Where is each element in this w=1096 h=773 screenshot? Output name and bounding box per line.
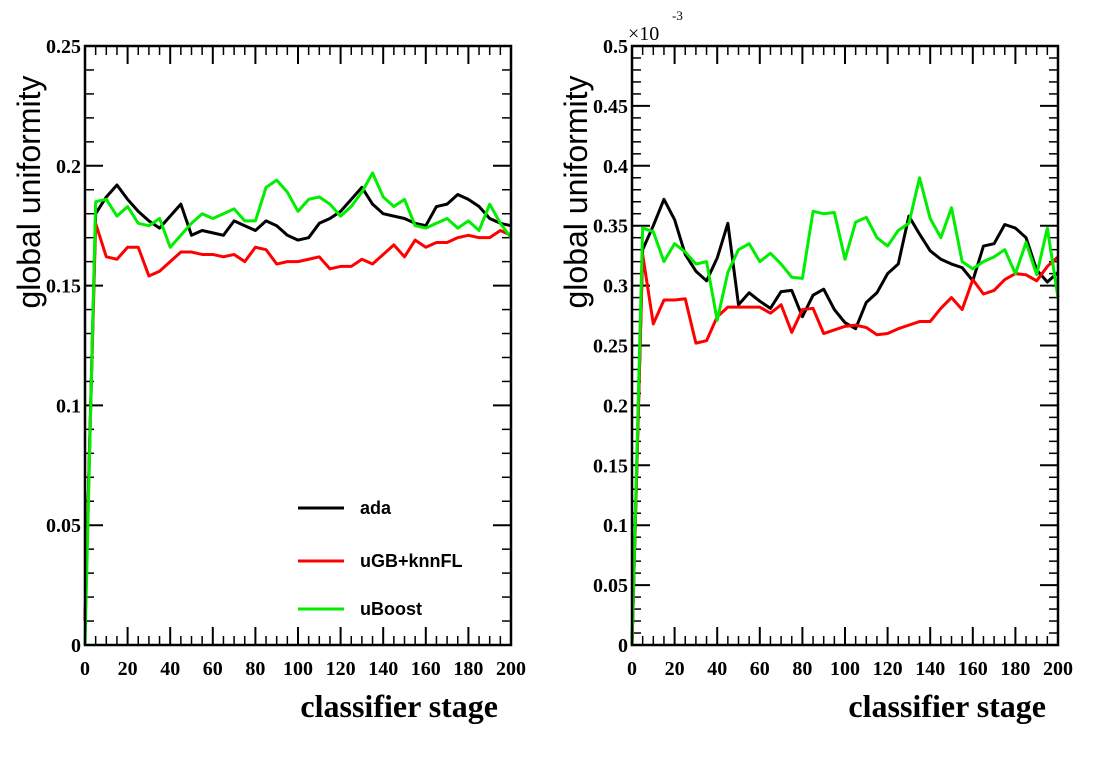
left-series-line-ada (83, 183, 512, 622)
x-tick-label: 160 (411, 658, 441, 680)
right-axis-ticks: 0 20 40 60 80 100 120 140 160 180 200 0 0.05 0.1 0.15 0… (593, 36, 1073, 680)
y-tick-label: 0.05 (593, 575, 628, 597)
y-tick-label: 0.35 (593, 216, 628, 238)
y-tick-label: 0.4 (603, 156, 628, 178)
left-x-axis-title: classifier stage (300, 688, 498, 724)
y-tick-label: 0.2 (603, 395, 628, 417)
y-tick-label: 0.05 (46, 515, 81, 537)
y-tick-label: 0 (71, 635, 81, 657)
x-tick-label: 140 (915, 658, 945, 680)
x-tick-label: 200 (496, 658, 526, 680)
x-tick-label: 140 (368, 658, 398, 680)
x-tick-label: 100 (283, 658, 313, 680)
legend-entry-ugb-knnfl: uGB+knnFL (298, 551, 463, 571)
x-tick-label: 80 (245, 658, 265, 680)
y-tick-label: 0.25 (593, 336, 628, 358)
x-tick-label: 120 (326, 658, 356, 680)
left-plot-frame (83, 44, 513, 647)
right-series-line-uboost (630, 176, 1060, 646)
y-tick-label: 0.15 (593, 455, 628, 477)
x-tick-label: 180 (1000, 658, 1030, 680)
y-axis-exponent: ×10 -3 (628, 8, 683, 45)
y-tick-label: 0.1 (603, 515, 628, 537)
x-tick-label: 120 (873, 658, 903, 680)
x-tick-label: 40 (707, 658, 727, 680)
right-series-line-ugb-knnfl (630, 252, 1060, 646)
right-chart-panel: global uniformity classifier stage ×10 -… (558, 8, 1073, 724)
left-chart-panel: global uniformity classifier stage 0 20 40… (11, 36, 526, 724)
left-y-axis-title: global uniformity (11, 76, 47, 309)
y-tick-label: 0.15 (46, 276, 81, 298)
x-tick-label: 80 (792, 658, 812, 680)
exponent-multiplier: ×10 (628, 23, 659, 45)
x-tick-label: 20 (118, 658, 138, 680)
x-tick-label: 40 (160, 658, 180, 680)
y-tick-label: 0.5 (603, 36, 628, 58)
right-series-line-ada (630, 197, 1060, 646)
x-tick-label: 20 (665, 658, 685, 680)
left-series-line-ugb-knnfl (83, 221, 512, 622)
x-tick-label: 60 (203, 658, 223, 680)
y-tick-label: 0.2 (56, 156, 81, 178)
y-tick-label: 0.25 (46, 36, 81, 58)
x-tick-label: 180 (453, 658, 483, 680)
x-tick-label: 0 (627, 658, 637, 680)
legend: ada uGB+knnFL uBoost (298, 498, 463, 619)
legend-label-ugb-knnfl: uGB+knnFL (360, 551, 463, 571)
exponent-power: -3 (672, 8, 683, 23)
legend-label-uboost: uBoost (360, 599, 422, 619)
right-plot-frame (630, 44, 1060, 647)
y-tick-label: 0.1 (56, 395, 81, 417)
legend-entry-uboost: uBoost (298, 599, 422, 619)
x-tick-label: 60 (750, 658, 770, 680)
right-y-axis-title: global uniformity (558, 76, 594, 309)
right-x-axis-title: classifier stage (848, 688, 1046, 724)
left-series-line-uboost (83, 171, 513, 646)
legend-entry-ada: ada (298, 498, 392, 518)
x-tick-label: 160 (958, 658, 988, 680)
legend-label-ada: ada (360, 498, 392, 518)
x-tick-label: 100 (830, 658, 860, 680)
x-tick-label: 200 (1043, 658, 1073, 680)
y-tick-label: 0.3 (603, 276, 628, 298)
y-tick-label: 0.45 (593, 96, 628, 118)
y-tick-label: 0 (618, 635, 628, 657)
x-tick-label: 0 (80, 658, 90, 680)
